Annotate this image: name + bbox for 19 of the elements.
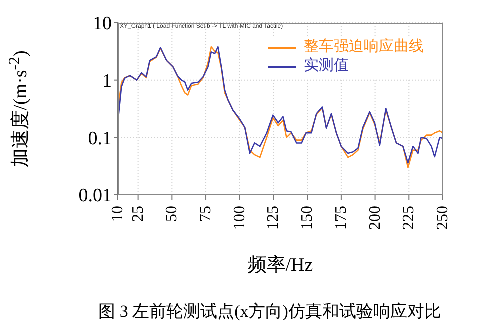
x-axis-title: 频率/Hz: [248, 254, 314, 278]
x-tick-label: 150: [299, 206, 316, 230]
x-tick-label: 250: [434, 206, 452, 230]
legend-label: 整车强迫响应曲线: [304, 38, 424, 57]
x-tick-label: 50: [164, 206, 181, 222]
x-tick-label: 175: [332, 206, 350, 230]
x-tick-label: 75: [198, 206, 215, 222]
x-tick-label: 100: [231, 206, 248, 230]
y-tick-label: 10: [93, 14, 112, 35]
x-tick-label: 10: [110, 206, 126, 222]
y-tick-label: 0.1: [88, 128, 112, 150]
x-tick-label: 25: [130, 206, 147, 222]
x-tick-label: 125: [265, 206, 282, 230]
legend-label: 实测值: [304, 57, 349, 76]
x-tick-label: 200: [366, 206, 384, 230]
y-tick-label: 0.01: [78, 186, 112, 207]
y-tick-label: 1: [102, 71, 112, 92]
x-tick-label: 225: [400, 206, 418, 230]
caption: 图 3 左前轮测试点(x方向)仿真和试验响应对比: [98, 301, 442, 323]
